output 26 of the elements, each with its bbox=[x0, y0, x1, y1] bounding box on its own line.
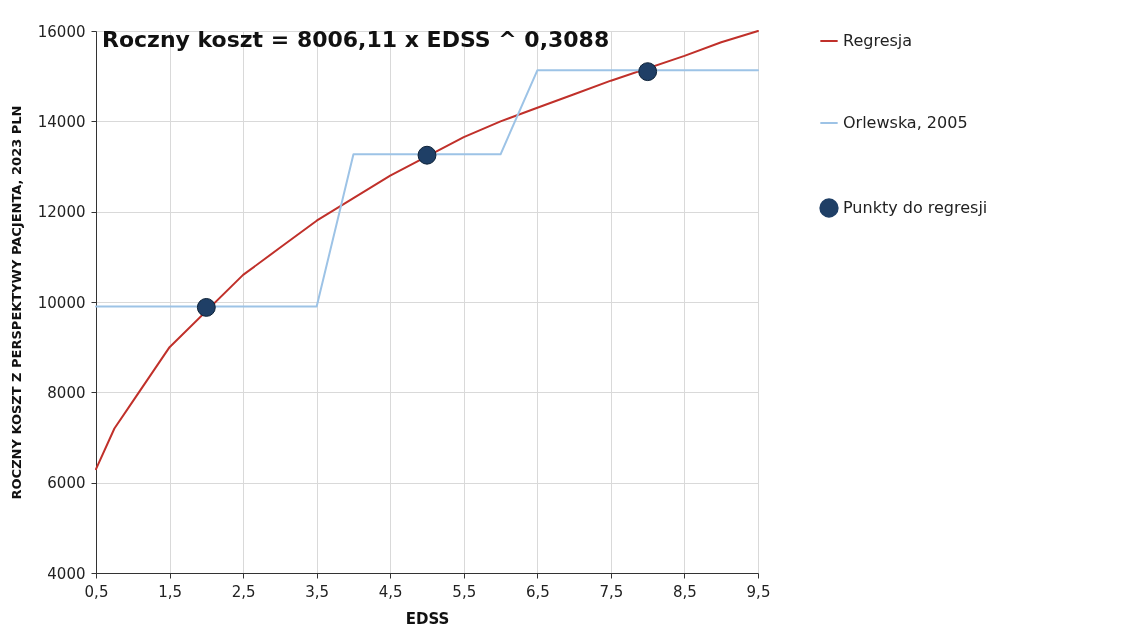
x-tick-label: 2,5 bbox=[231, 582, 256, 601]
point bbox=[638, 62, 658, 82]
y-tick-label: 14000 bbox=[37, 112, 86, 131]
annotation: Roczny koszt = 8006,11 x EDSS ^ 0,3088 bbox=[102, 27, 610, 52]
y-tick-label: 12000 bbox=[37, 203, 86, 222]
x-tick-label: 3,5 bbox=[305, 582, 330, 601]
legend-label: Punkty do regresji bbox=[843, 198, 988, 217]
legend-label: Orlewska, 2005 bbox=[843, 113, 968, 132]
point bbox=[417, 145, 437, 165]
y-tick-label: 8000 bbox=[47, 383, 86, 402]
x-tick-label: 8,5 bbox=[673, 582, 697, 601]
x-tick-label: 1,5 bbox=[158, 582, 182, 601]
x-tick-label: 5,5 bbox=[452, 582, 477, 601]
legend-label: Regresja bbox=[843, 31, 913, 50]
y-tick-label: 10000 bbox=[37, 293, 86, 312]
y-axis-title: ROCZNY KOSZT Z PERSPEKTYWY PACJENTA, 2023 PLN bbox=[8, 105, 24, 500]
y-tick-label: 16000 bbox=[37, 22, 86, 41]
x-tick-label: 0,5 bbox=[84, 582, 109, 601]
x-tick-label: 9,5 bbox=[746, 582, 771, 601]
x-tick-label: 6,5 bbox=[525, 582, 550, 601]
y-tick-label: 6000 bbox=[47, 474, 86, 493]
x-tick-label: 7,5 bbox=[599, 582, 624, 601]
y-tick-label: 4000 bbox=[47, 564, 86, 583]
point bbox=[196, 297, 216, 317]
x-tick-label: 4,5 bbox=[378, 582, 403, 601]
x-axis-title: EDSS bbox=[405, 609, 450, 628]
